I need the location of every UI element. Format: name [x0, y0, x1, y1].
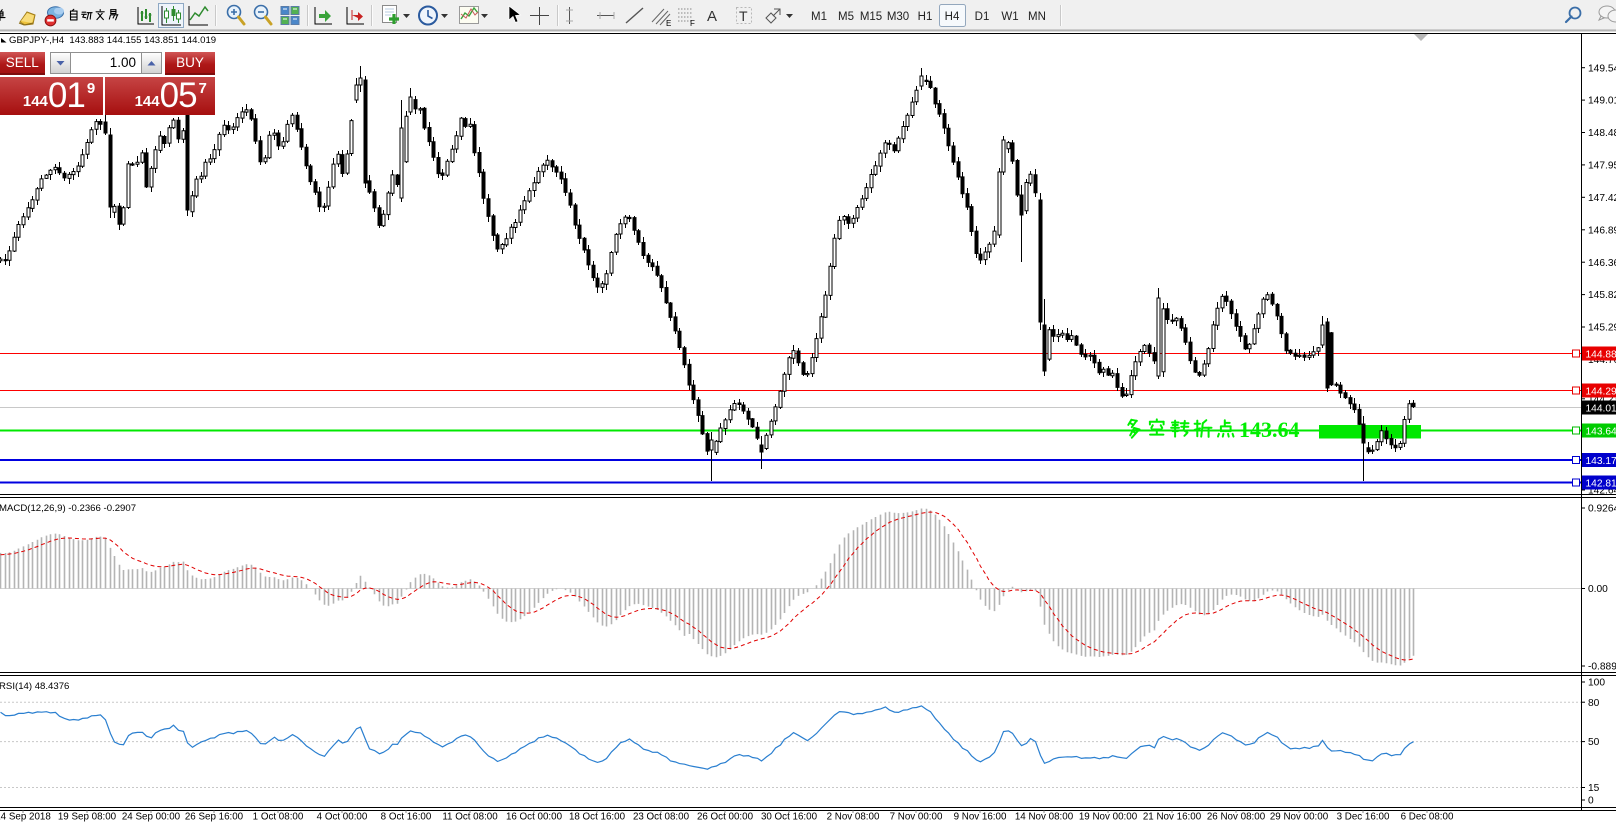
svg-text:26 Oct 00:00: 26 Oct 00:00 [697, 812, 754, 823]
svg-text:H1: H1 [918, 11, 933, 23]
svg-text:143.64: 143.64 [1239, 417, 1300, 442]
svg-text:143.173: 143.173 [1586, 456, 1616, 467]
svg-text:3 Dec 16:00: 3 Dec 16:00 [1337, 812, 1390, 823]
svg-text:144.019: 144.019 [1586, 403, 1616, 414]
svg-text:M5: M5 [838, 11, 854, 23]
svg-text:100: 100 [1588, 678, 1605, 689]
svg-text:RSI(14) 48.4376: RSI(14) 48.4376 [0, 681, 69, 692]
svg-text:8 Oct 16:00: 8 Oct 16:00 [381, 812, 432, 823]
svg-text:21 Nov 16:00: 21 Nov 16:00 [1143, 812, 1202, 823]
svg-text:50: 50 [1588, 737, 1600, 748]
svg-text:143.640: 143.640 [1586, 426, 1616, 437]
svg-text:-0.8899: -0.8899 [1588, 662, 1616, 673]
svg-text:29 Nov 00:00: 29 Nov 00:00 [1270, 812, 1329, 823]
svg-text:M15: M15 [860, 11, 882, 23]
svg-text:145.829: 145.829 [1588, 290, 1616, 301]
svg-text:15: 15 [1588, 783, 1600, 794]
svg-text:147.953: 147.953 [1588, 161, 1616, 172]
svg-text:0: 0 [1588, 796, 1594, 807]
svg-text:14 Nov 08:00: 14 Nov 08:00 [1015, 812, 1074, 823]
svg-text:M30: M30 [887, 11, 909, 23]
svg-text:11 Oct 08:00: 11 Oct 08:00 [442, 812, 498, 823]
svg-text:26 Sep 16:00: 26 Sep 16:00 [185, 812, 244, 823]
svg-text:M1: M1 [811, 11, 827, 23]
svg-text:147.422: 147.422 [1588, 193, 1616, 204]
svg-text:7 Nov 00:00: 7 Nov 00:00 [890, 812, 943, 823]
svg-text:W1: W1 [1001, 11, 1018, 23]
svg-text:6 Dec 08:00: 6 Dec 08:00 [1401, 812, 1454, 823]
svg-text:149.546: 149.546 [1588, 63, 1616, 74]
svg-text:14 Sep 2018: 14 Sep 2018 [0, 812, 51, 823]
svg-text:19 Nov 00:00: 19 Nov 00:00 [1079, 812, 1138, 823]
svg-text:19 Sep 08:00: 19 Sep 08:00 [58, 812, 117, 823]
svg-text:142.643: 142.643 [1588, 486, 1616, 497]
svg-text:80: 80 [1588, 698, 1600, 709]
svg-text:MACD(12,26,9) -0.2366 -0.2907: MACD(12,26,9) -0.2366 -0.2907 [0, 503, 136, 514]
svg-text:24 Sep 00:00: 24 Sep 00:00 [122, 812, 181, 823]
svg-text:146.360: 146.360 [1588, 258, 1616, 269]
svg-text:F: F [690, 19, 695, 28]
svg-text:26 Nov 08:00: 26 Nov 08:00 [1207, 812, 1266, 823]
svg-text:144.236: 144.236 [1588, 394, 1616, 405]
svg-text:4 Oct 00:00: 4 Oct 00:00 [317, 812, 368, 823]
svg-text:2 Nov 08:00: 2 Nov 08:00 [827, 812, 880, 823]
svg-text:144.293: 144.293 [1586, 386, 1616, 397]
svg-text:D1: D1 [975, 11, 990, 23]
svg-text:23 Oct 08:00: 23 Oct 08:00 [633, 812, 690, 823]
svg-text:30 Oct 16:00: 30 Oct 16:00 [761, 812, 818, 823]
svg-text:149.015: 149.015 [1588, 96, 1616, 107]
svg-text:145.298: 145.298 [1588, 323, 1616, 334]
svg-text:0.9264: 0.9264 [1588, 504, 1616, 515]
svg-text:144.883: 144.883 [1586, 349, 1616, 360]
svg-text:GBPJPY-,H4 143.883 144.155 14: GBPJPY-,H4 143.883 144.155 143.851 144.0… [9, 35, 216, 46]
svg-text:A: A [707, 8, 717, 25]
svg-text:H4: H4 [945, 11, 960, 23]
svg-text:16 Oct 00:00: 16 Oct 00:00 [506, 812, 563, 823]
svg-text:E: E [666, 19, 671, 28]
svg-text:MN: MN [1028, 11, 1046, 23]
svg-text:142.813: 142.813 [1586, 478, 1616, 489]
svg-text:0.00: 0.00 [1588, 584, 1608, 595]
svg-text:1 Oct 08:00: 1 Oct 08:00 [253, 812, 304, 823]
svg-text:148.484: 148.484 [1588, 128, 1616, 139]
svg-text:18 Oct 16:00: 18 Oct 16:00 [569, 812, 626, 823]
svg-text:T: T [739, 8, 748, 24]
svg-text:146.891: 146.891 [1588, 225, 1616, 236]
svg-text:9 Nov 16:00: 9 Nov 16:00 [954, 812, 1007, 823]
